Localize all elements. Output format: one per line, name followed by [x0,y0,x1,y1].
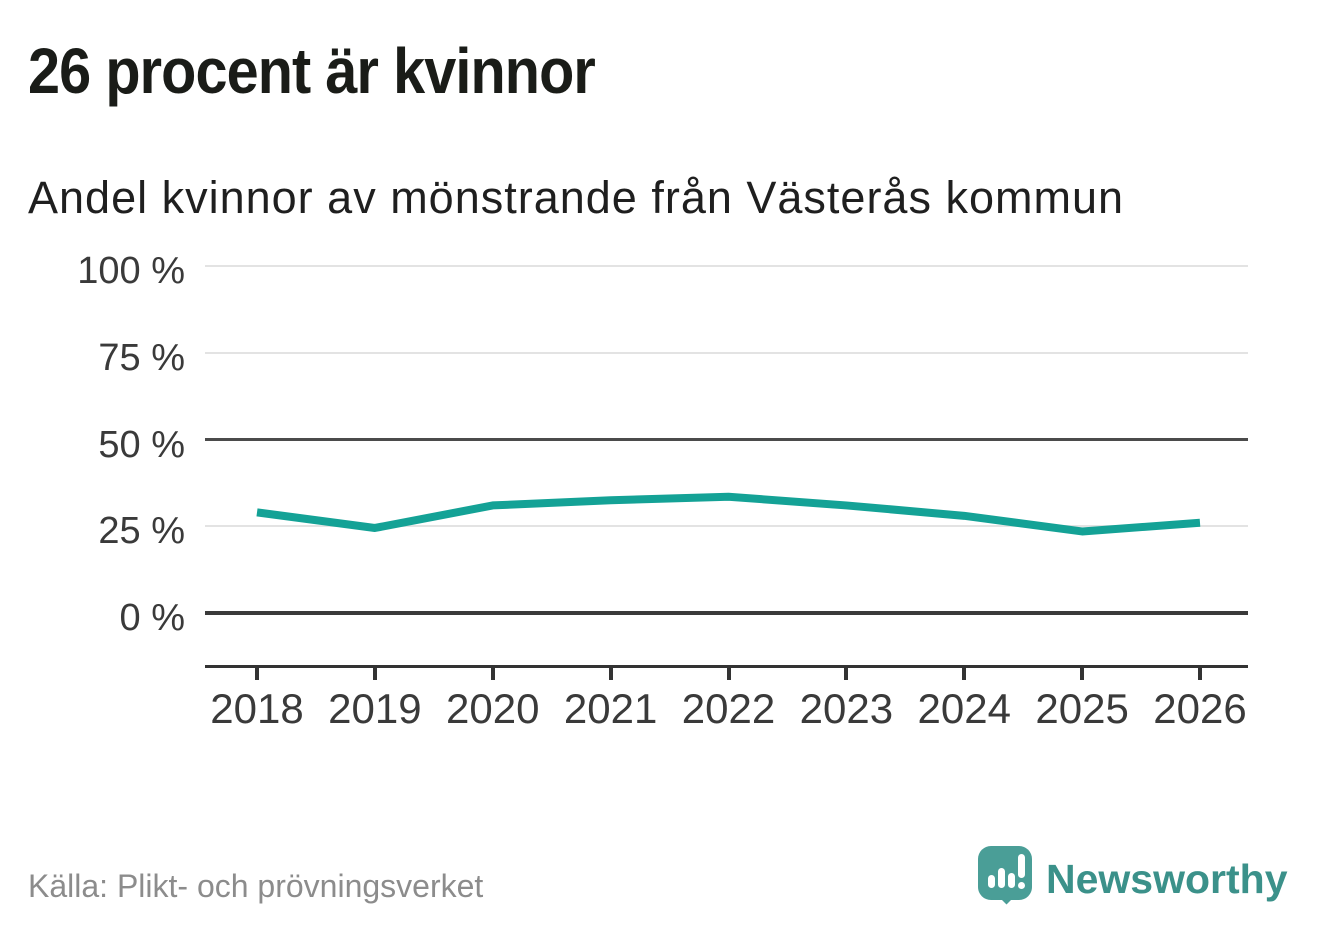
x-axis-tick [844,668,849,680]
y-tick-label: 25 % [98,510,185,553]
x-axis-tick [1198,668,1202,680]
y-tick-label: 0 % [119,597,185,639]
x-axis-tick [608,668,613,680]
headline: 26 procent är kvinnor [28,35,596,107]
gridline-75 [205,351,1248,354]
trend-line [256,492,1201,536]
source-note: Källa: Plikt- och prövningsverket [28,868,484,904]
x-axis-tick [255,668,259,680]
gridline-100 [205,265,1248,267]
chart-subtitle: Andel kvinnor av mönstrande från Västerå… [28,172,1125,223]
y-tick-label: 50 % [98,423,185,466]
x-tick-label: 2022 [681,685,776,732]
speech-bubble-bar-chart-icon [978,846,1032,905]
y-tick-label: 100 % [77,250,185,292]
y-tick-label: 75 % [98,336,185,379]
chart-bar-1 [988,875,995,888]
chart-bar-2 [998,868,1005,888]
x-tick-label: 2020 [446,685,540,732]
x-axis-tick [372,668,377,680]
exclamation-bar [1018,854,1025,878]
x-tick-label: 2021 [563,685,658,732]
x-tick-label: 2024 [917,685,1011,732]
x-axis-tick [726,668,731,680]
x-tick-label: 2026 [1153,685,1247,732]
x-axis-line [205,665,1248,668]
newsworthy-logo-text: Newsworthy [1046,856,1288,902]
x-tick-label: 2023 [799,685,894,732]
gridline-25 [205,525,1248,528]
gridline-0 [205,611,1248,615]
x-axis-tick [490,668,495,680]
x-tick-label: 2018 [210,685,304,732]
gridline-50 [205,438,1248,441]
chart-bar-3 [1008,873,1015,888]
exclamation-dot [1018,882,1025,889]
x-axis-tick [962,668,967,680]
newsworthy-logo: Newsworthy [978,844,1298,916]
x-tick-label: 2019 [328,685,422,732]
x-axis-tick [1080,668,1085,680]
x-tick-label: 2025 [1035,685,1129,732]
